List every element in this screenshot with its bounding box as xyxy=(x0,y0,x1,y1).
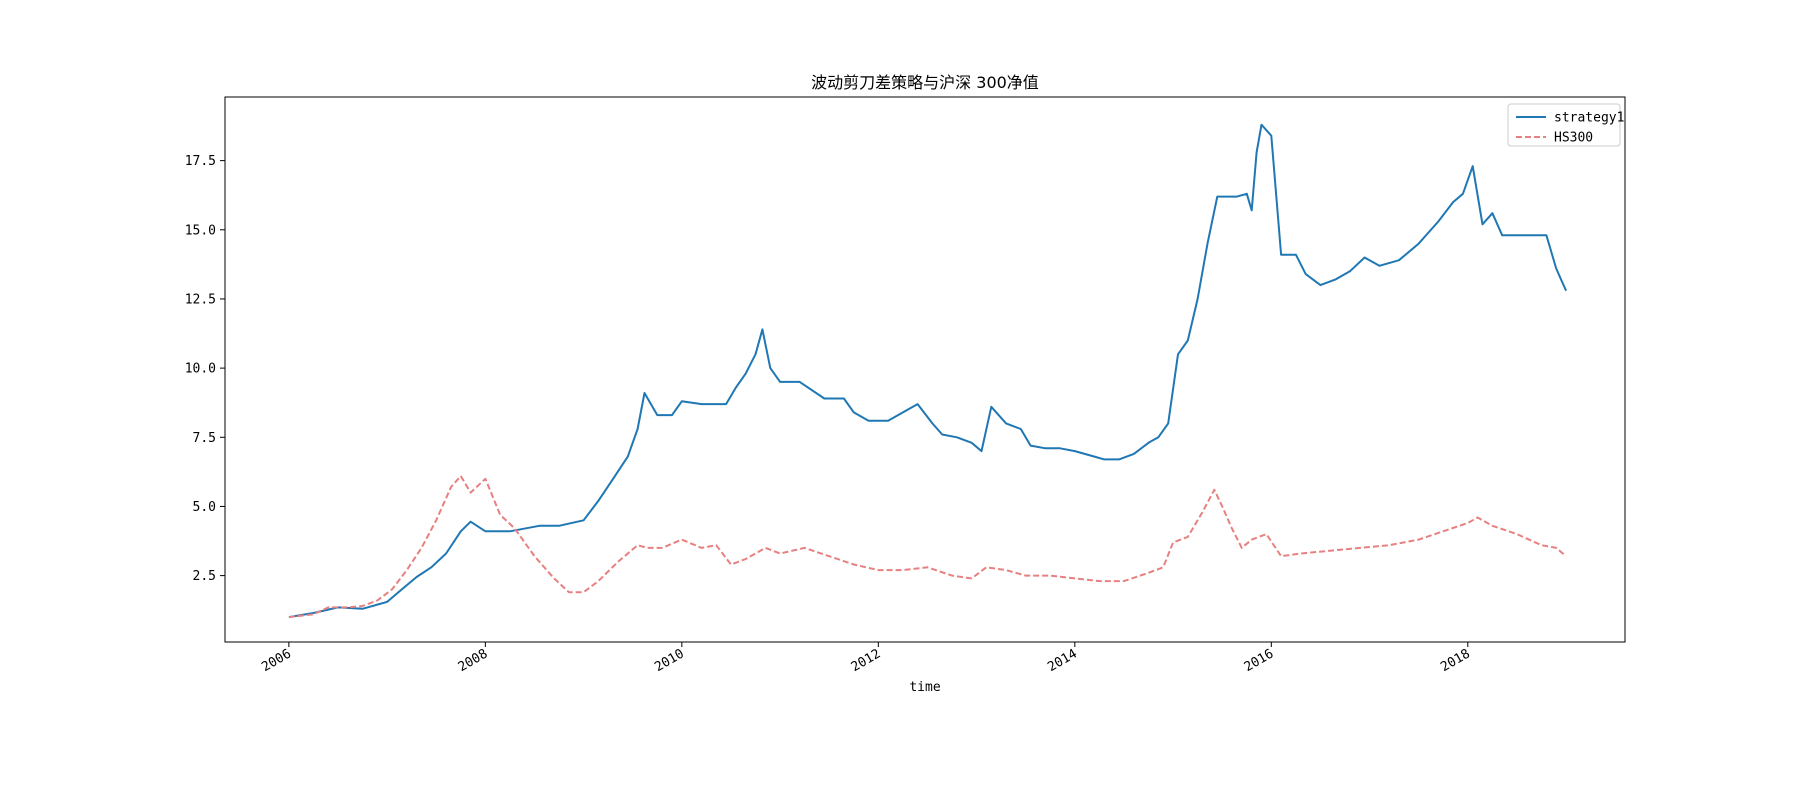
plot-frame xyxy=(224,96,1626,643)
x-tick-label-2014: 2014 xyxy=(1045,646,1080,675)
x-tick-label-2012: 2012 xyxy=(849,646,884,675)
legend-box xyxy=(1507,103,1621,147)
series-line-hs300 xyxy=(288,475,1567,619)
y-tick-label-5.0: 5.0 xyxy=(193,500,216,515)
y-axis: 2.5 5.0 7.5 10.0 12.5 15.0 17.5 xyxy=(185,154,225,584)
plot-area xyxy=(288,123,1568,619)
legend: strategy1 HS300 xyxy=(1507,103,1624,147)
legend-label-strategy1: strategy1 xyxy=(1554,111,1624,126)
x-tick-label-2006: 2006 xyxy=(259,646,294,675)
x-tick-label-2018: 2018 xyxy=(1438,646,1473,675)
x-tick-label-2008: 2008 xyxy=(456,646,491,675)
x-axis: 2006 2008 2010 2012 2014 2016 2018 xyxy=(259,642,1473,675)
y-tick-label-10.0: 10.0 xyxy=(185,362,216,377)
y-tick-label-12.5: 12.5 xyxy=(185,292,216,307)
chart-title: 波动剪刀差策略与沪深 300净值 xyxy=(811,73,1039,92)
legend-label-hs300: HS300 xyxy=(1554,131,1593,146)
x-tick-label-2016: 2016 xyxy=(1242,646,1277,675)
x-axis-label: time xyxy=(909,680,940,695)
y-tick-label-2.5: 2.5 xyxy=(193,569,216,584)
y-tick-label-17.5: 17.5 xyxy=(185,154,216,169)
series-line-strategy1 xyxy=(288,123,1568,619)
y-tick-label-15.0: 15.0 xyxy=(185,223,216,238)
x-tick-label-2010: 2010 xyxy=(652,646,687,675)
y-tick-label-7.5: 7.5 xyxy=(193,431,216,446)
